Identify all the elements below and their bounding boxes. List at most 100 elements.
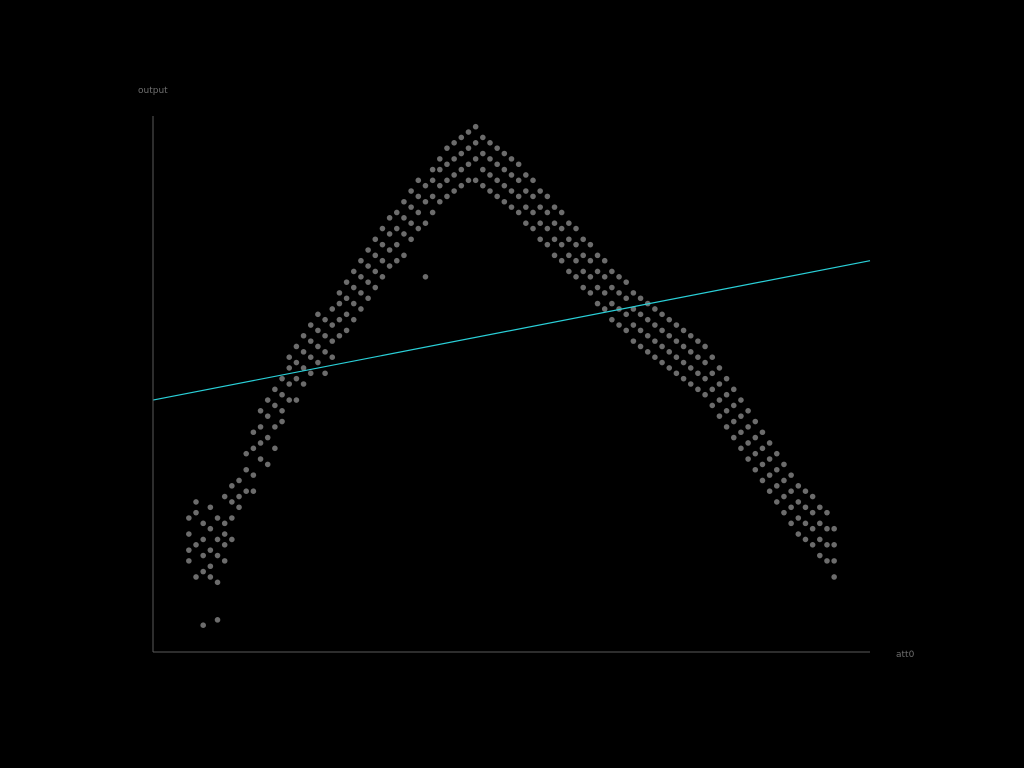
scatter-point (515, 209, 522, 216)
trend-line (152, 260, 871, 401)
scatter-point (580, 236, 586, 243)
scatter-point (759, 429, 766, 436)
scatter-point (257, 456, 264, 462)
scatter-point (401, 198, 407, 205)
scatter-point (286, 354, 293, 361)
scatter-point (738, 445, 744, 452)
scatter-point (558, 257, 565, 264)
scatter-point (300, 349, 307, 355)
scatter-point (659, 343, 665, 350)
scatter-point (379, 225, 386, 232)
scatter-point (214, 579, 221, 586)
scatter-point (379, 257, 386, 264)
scatter-point (214, 552, 221, 559)
scatter-point (508, 156, 515, 162)
scatter-point (623, 327, 630, 334)
scatter-point (515, 161, 522, 168)
scatter-point (752, 450, 759, 457)
scatter-point (738, 397, 744, 403)
scatter-point (795, 483, 802, 489)
scatter-point (422, 274, 429, 280)
scatter-point (652, 354, 658, 361)
x-axis-label: att0 (896, 650, 915, 660)
scatter-point (781, 461, 787, 468)
scatter-point (802, 520, 809, 527)
scatter-point (652, 322, 658, 328)
scatter-point (630, 290, 637, 296)
scatter-point (637, 295, 644, 302)
scatter-point (544, 225, 551, 232)
scatter-point (437, 156, 443, 162)
scatter-point (680, 327, 687, 334)
trend-lines (152, 260, 871, 401)
scatter-point (315, 327, 321, 334)
scatter-point (773, 499, 780, 505)
scatter-point (393, 209, 400, 216)
scatter-point (401, 231, 407, 237)
scatter-point (186, 558, 192, 564)
scatter-point (444, 193, 450, 200)
scatter-point (530, 177, 536, 184)
scatter-point (659, 359, 665, 366)
scatter-point (544, 241, 551, 248)
scatter-point (329, 322, 336, 328)
scatter-point (766, 440, 773, 446)
scatter-point (408, 220, 414, 226)
scatter-point (307, 338, 314, 344)
scatter-point (573, 241, 579, 248)
scatter-point (745, 408, 751, 414)
scatter-point (494, 161, 500, 168)
scatter-point (730, 386, 737, 393)
scatter-point (580, 252, 586, 259)
scatter-point (243, 450, 250, 457)
scatter-point (336, 300, 343, 307)
scatter-point (609, 316, 615, 323)
scatter-point (824, 542, 830, 548)
scatter-point (730, 402, 737, 409)
scatter-point (257, 440, 264, 446)
scatter-point (300, 332, 307, 339)
scatter-point (480, 182, 486, 189)
scatter-point (379, 274, 386, 280)
scatter-point (594, 252, 601, 259)
scatter-point (773, 450, 780, 457)
scatter-point (802, 536, 809, 543)
scatter-point (186, 547, 192, 553)
scatter-point (580, 268, 586, 275)
scatter-point (221, 542, 228, 548)
scatter-point (781, 509, 787, 516)
scatter-point (752, 418, 759, 425)
scatter-point (307, 354, 314, 361)
scatter-point (444, 145, 450, 151)
scatter-point (781, 493, 787, 500)
scatter-point (372, 236, 379, 243)
scatter-point (207, 504, 214, 511)
scatter-point (644, 332, 651, 339)
scatter-point (415, 209, 422, 216)
scatter-point (422, 198, 429, 205)
scatter-point (802, 488, 809, 495)
scatter-point (257, 408, 264, 414)
scatter-point (601, 257, 608, 264)
scatter-point (472, 140, 479, 146)
scatter-point (659, 327, 665, 334)
scatter-point (293, 375, 300, 382)
scatter-point (702, 359, 708, 366)
scatter-point (544, 193, 551, 200)
scatter-point (429, 193, 436, 200)
scatter-point (487, 156, 493, 162)
scatter-point (365, 247, 371, 253)
scatter-point (243, 488, 250, 495)
scatter-point (322, 370, 328, 377)
scatter-point (358, 257, 364, 264)
scatter-point (623, 311, 630, 318)
scatter-point (709, 386, 716, 393)
scatter-point (723, 391, 730, 398)
scatter-point (422, 220, 429, 226)
scatter-point (250, 488, 257, 495)
scatter-point (673, 322, 680, 328)
scatter-point (200, 568, 206, 575)
scatter-point (458, 166, 465, 173)
scatter-point (264, 434, 271, 441)
scatter-point (286, 397, 293, 403)
